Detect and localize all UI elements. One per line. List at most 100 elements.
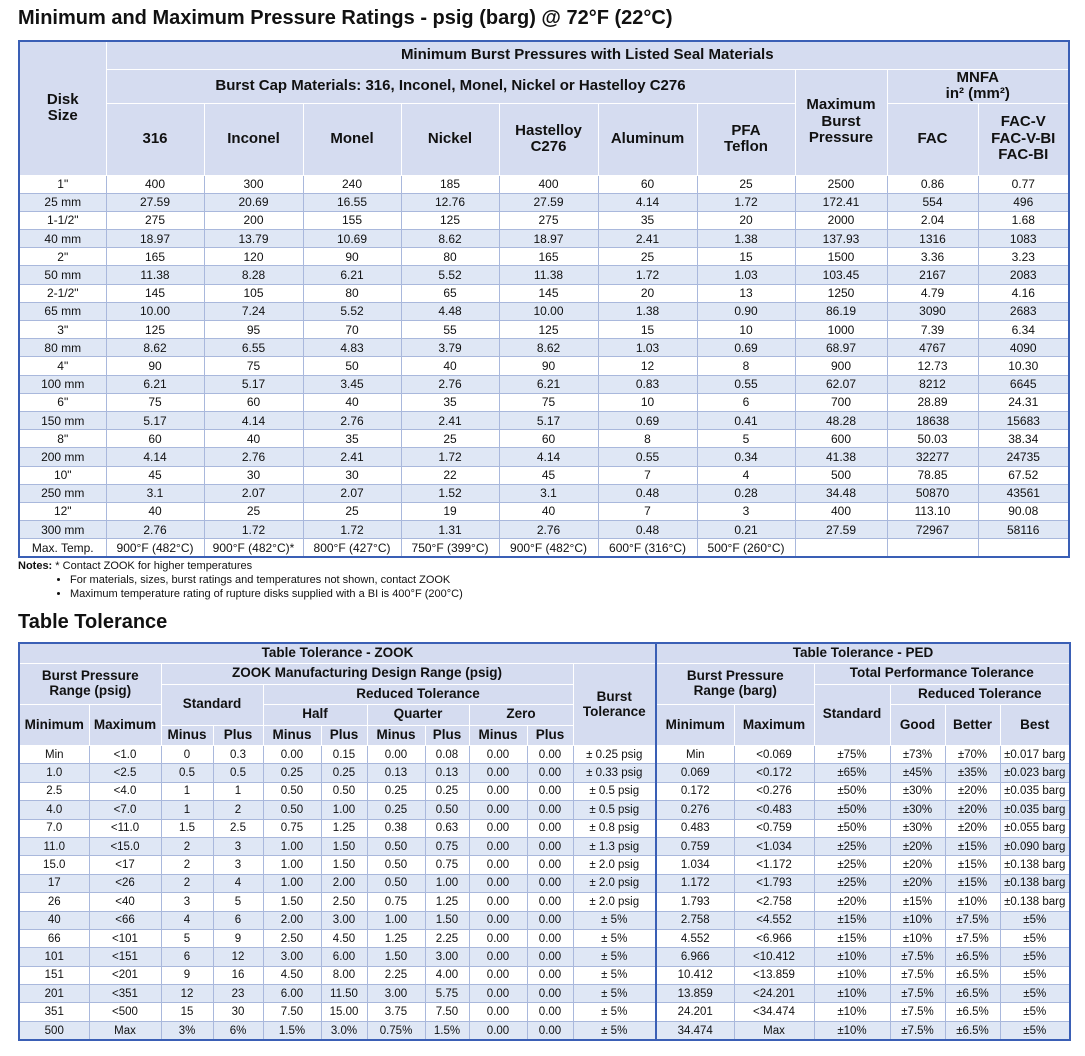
header-cell: Total Performance Tolerance (813, 663, 1071, 685)
table-cell: 0.13 (366, 763, 426, 783)
table-cell: 165 (105, 247, 205, 267)
table-cell: 1.72 (597, 265, 698, 285)
table-row: 15.0 <17 2 3 1.00 1.50 0.50 0.75 0.00 0.00 ± 2.0 p… (18, 855, 1071, 875)
table-cell: ±5% (999, 947, 1071, 967)
table-cell: 1.38 (696, 229, 796, 249)
table-cell: <2.758 (733, 892, 815, 912)
table-cell: 80 (302, 283, 402, 303)
table-cell: 41.38 (794, 447, 888, 467)
table-cell: 30 (212, 1002, 264, 1022)
table-cell: ±5% (999, 1002, 1071, 1022)
table-row: 10" 45 30 30 22 45 7 4 500 78.85 67.52 (18, 465, 1070, 485)
header-cell: FAC (886, 102, 979, 176)
header-row: Minimum Maximum Half Quarter Zero Minimum Maxi… (18, 704, 1071, 746)
table-cell: 72967 (886, 520, 979, 540)
table-cell: 1.72 (302, 520, 402, 540)
table-cell: <1.034 (733, 836, 815, 857)
table-cell: ±5% (999, 1020, 1071, 1041)
table-cell: ±10% (889, 928, 946, 949)
table-cell: 113.10 (886, 501, 979, 522)
table-cell: 60 (203, 392, 304, 412)
table-row: 6" 75 60 40 35 75 10 6 700 28.89 24.31 (18, 392, 1070, 412)
table-cell: 125 (400, 210, 500, 231)
table-cell: 16.55 (302, 192, 402, 212)
table-cell: 0 (160, 744, 214, 765)
table-cell: ± 0.33 psig (572, 763, 657, 783)
table-cell: 6.21 (302, 265, 402, 285)
table-cell: 0.276 (655, 800, 735, 820)
table-row: Min <1.0 0 0.3 0.00 0.15 0.00 0.08 0.00 0.00 ± 0.2… (18, 744, 1071, 765)
table-cell: 2.76 (302, 410, 402, 431)
table-cell: 3.00 (320, 910, 368, 930)
table-cell: 1.172 (655, 873, 735, 894)
table-cell: 2083 (977, 265, 1070, 285)
table-cell: 2.04 (886, 210, 979, 231)
table-cell: 0.75 (262, 818, 322, 838)
header-cell: Minimum (655, 704, 735, 746)
notes: Notes: * Contact ZOOK for higher tempera… (18, 559, 463, 601)
note-line: Notes: * Contact ZOOK for higher tempera… (18, 559, 463, 573)
header-cell: Quarter (366, 704, 470, 726)
table-cell: 7.0 (18, 818, 90, 838)
table-cell: 2.41 (597, 229, 698, 249)
table-cell: ±10% (813, 1020, 891, 1041)
table-cell: 0.63 (424, 818, 470, 838)
table-cell: 6.00 (262, 984, 322, 1004)
table-cell: ±0.023 barg (999, 763, 1071, 783)
table-cell: 0.50 (320, 781, 368, 802)
table-cell: 50.03 (886, 429, 979, 449)
table-row: 1.0 <2.5 0.5 0.5 0.25 0.25 0.13 0.13 0.00 0.00 ± 0… (18, 763, 1071, 783)
table-row: 40 <66 4 6 2.00 3.00 1.00 1.50 0.00 0.00 ± 5% 2.758… (18, 910, 1071, 930)
table-cell: 0.00 (468, 1020, 528, 1041)
table-row: 4" 90 75 50 40 90 12 8 900 12.73 10.30 (18, 356, 1070, 376)
table-cell: 4" (18, 356, 107, 376)
header-cell: Plus (212, 724, 264, 746)
table-row: 500 Max 3% 6% 1.5% 3.0% 0.75% 1.5% 0.00 0.00 ± 5% 3… (18, 1020, 1071, 1041)
table-cell: 4.79 (886, 283, 979, 303)
table-cell: 0.50 (366, 836, 426, 857)
table-cell: 2.76 (203, 447, 304, 467)
table-cell: 15.0 (18, 855, 90, 875)
table-cell: 0.25 (320, 763, 368, 783)
table-cell: 3.75 (366, 1002, 426, 1022)
table-cell: Max (88, 1020, 162, 1041)
table-cell: 4.00 (424, 965, 470, 986)
table-cell: 90 (498, 356, 599, 376)
table-cell: 4.50 (262, 965, 322, 986)
table-cell: 1500 (794, 247, 888, 267)
header-cell: Reduced Tolerance (262, 683, 574, 705)
table-cell: 10.00 (105, 301, 205, 322)
table-cell: 0.00 (468, 855, 528, 875)
table-cell: 27.59 (794, 520, 888, 540)
page-title: Minimum and Maximum Pressure Ratings - p… (18, 7, 673, 29)
table-cell: ±15% (944, 873, 1001, 894)
table-cell: 1.25 (320, 818, 368, 838)
table-cell: <17 (88, 855, 162, 875)
table-row: 80 mm 8.62 6.55 4.83 3.79 8.62 1.03 0.69 68.97 47… (18, 338, 1070, 358)
table-cell: 62.07 (794, 374, 888, 394)
table-cell: 0.15 (320, 744, 368, 765)
header-cell: Maximum (88, 704, 162, 746)
table-cell: 5.17 (498, 410, 599, 431)
table-cell: ± 5% (572, 1002, 657, 1022)
table-cell: 0.3 (212, 744, 264, 765)
table-cell: ±6.5% (944, 1020, 1001, 1041)
table-cell: 28.89 (886, 392, 979, 412)
table-cell: 3" (18, 319, 107, 340)
table-cell: 500 (18, 1020, 90, 1041)
table-cell: 1.5% (424, 1020, 470, 1041)
header-cell: Nickel (400, 102, 500, 176)
table-cell: 750°F (399°C) (400, 538, 500, 558)
table-cell: ±0.138 barg (999, 855, 1071, 875)
table-cell: 0.00 (526, 855, 574, 875)
table-cell: 40 (400, 356, 500, 376)
table-cell: 0.00 (468, 800, 528, 820)
table-cell: Max (733, 1020, 815, 1041)
table-cell: 34.48 (794, 483, 888, 503)
table-cell: 6.966 (655, 947, 735, 967)
table-cell: 4 (696, 465, 796, 485)
table-cell: 400 (105, 174, 205, 194)
table-cell: 6.21 (105, 374, 205, 394)
table-cell: 25 mm (18, 192, 107, 212)
table-cell: ±5% (999, 984, 1071, 1004)
